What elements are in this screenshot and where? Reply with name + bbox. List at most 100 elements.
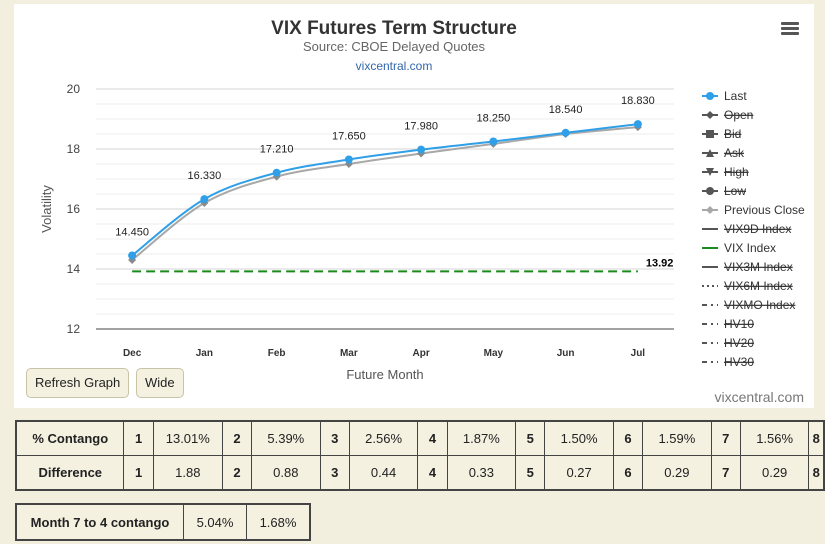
- data-label: 16.330: [188, 170, 222, 182]
- value-cell: 1.87%: [446, 420, 517, 456]
- month-number-cell: 5: [515, 455, 546, 491]
- legend-item[interactable]: Ask: [724, 146, 745, 160]
- value-cell: 1.50%: [544, 420, 614, 456]
- value-cell: 5.39%: [251, 420, 321, 456]
- chart-panel: VIX Futures Term Structure Source: CBOE …: [14, 4, 814, 408]
- x-tick-label: Jun: [557, 348, 575, 359]
- x-tick-label: Dec: [123, 348, 142, 359]
- contango-table: % Contango 1 13.01% 2 5.39% 3 2.56% 4 1.87% 5 1.50…: [15, 420, 825, 491]
- value-cell: 1.59%: [642, 420, 712, 456]
- month-contango-value: 1.68%: [246, 503, 311, 541]
- value-cell: 0.29: [739, 455, 810, 491]
- value-cell: 0.27: [544, 455, 614, 491]
- data-label: 18.830: [621, 95, 655, 107]
- data-label: 17.210: [260, 144, 294, 156]
- last-point: [489, 137, 498, 146]
- month-number-cell: 3: [319, 455, 350, 491]
- watermark: vixcentral.com: [714, 389, 804, 405]
- table-row: Difference 1 1.88 2 0.88 3 0.44 4 0.33 5 0.27 6 0.29…: [15, 455, 825, 491]
- wide-button[interactable]: Wide: [136, 368, 184, 398]
- legend-item[interactable]: HV20: [724, 336, 754, 350]
- table-row: Month 7 to 4 contango 5.04% 1.68%: [15, 503, 311, 541]
- row-header: % Contango: [15, 420, 125, 456]
- legend-marker: [706, 168, 714, 176]
- value-cell: 0.33: [446, 455, 517, 491]
- x-tick-label: May: [484, 348, 504, 359]
- refresh-graph-button[interactable]: Refresh Graph: [26, 368, 130, 398]
- legend-item[interactable]: VIX9D Index: [724, 222, 791, 236]
- y-axis-title: Volatility: [39, 185, 54, 233]
- legend-item[interactable]: Last: [724, 89, 747, 103]
- value-cell: 2.56%: [348, 420, 419, 456]
- legend-item[interactable]: Previous Close: [724, 203, 805, 217]
- month-number-cell: 4: [417, 455, 448, 491]
- table-row: % Contango 1 13.01% 2 5.39% 3 2.56% 4 1.87% 5 1.50…: [15, 420, 825, 456]
- x-tick-label: Jan: [196, 348, 213, 359]
- legend-item[interactable]: HV10: [724, 317, 754, 331]
- chart-plot: 12 14 16 18 20 Dec Jan Feb Mar Apr May Jun Jul Future…: [39, 82, 805, 382]
- month-number-cell: 8: [808, 455, 825, 491]
- legend-marker: [706, 206, 714, 214]
- legend-item[interactable]: HV30: [724, 355, 754, 369]
- month-number-cell: 1: [123, 420, 154, 456]
- value-cell: 1.56%: [739, 420, 810, 456]
- month-number-cell: 6: [612, 455, 644, 491]
- chart-subtitle: Source: CBOE Delayed Quotes: [302, 39, 486, 54]
- data-label: 17.980: [404, 121, 438, 133]
- last-line: [131, 123, 638, 257]
- data-label: 14.450: [115, 227, 149, 239]
- data-label: 18.250: [477, 113, 511, 125]
- legend-marker: [706, 149, 714, 157]
- last-point: [561, 128, 570, 137]
- legend-item[interactable]: VIX3M Index: [724, 260, 793, 274]
- site-link[interactable]: vixcentral.com: [355, 59, 433, 73]
- x-axis-title: Future Month: [346, 367, 423, 382]
- value-cell: 13.01%: [152, 420, 223, 456]
- month-contango-value: 5.04%: [183, 503, 247, 541]
- value-cell: 0.44: [348, 455, 419, 491]
- vix-index-label: 13.92: [646, 257, 674, 269]
- legend-item[interactable]: Low: [724, 184, 746, 198]
- last-point: [344, 155, 353, 164]
- month-number-cell: 6: [612, 420, 644, 456]
- last-point: [200, 195, 209, 204]
- month-number-cell: 7: [710, 455, 741, 491]
- value-cell: 1.88: [152, 455, 223, 491]
- legend-marker: [706, 130, 714, 138]
- legend-item[interactable]: VIX6M Index: [724, 279, 793, 293]
- legend-item[interactable]: VIXMO Index: [724, 298, 795, 312]
- month-contango-table: Month 7 to 4 contango 5.04% 1.68%: [15, 503, 311, 541]
- x-tick-label: Apr: [413, 348, 430, 359]
- chart-title: VIX Futures Term Structure: [271, 18, 517, 39]
- legend-item[interactable]: High: [724, 165, 749, 179]
- y-tick-label: 14: [67, 262, 81, 276]
- month-contango-label: Month 7 to 4 contango: [15, 503, 184, 541]
- data-label: 17.650: [332, 131, 366, 143]
- value-cell: 0.29: [642, 455, 712, 491]
- legend-marker: [706, 111, 714, 119]
- legend-marker: [706, 92, 714, 100]
- legend-item[interactable]: Bid: [724, 127, 741, 141]
- month-number-cell: 8: [808, 420, 825, 456]
- y-tick-label: 20: [67, 82, 81, 96]
- hamburger-menu-icon[interactable]: [781, 22, 799, 36]
- month-number-cell: 2: [221, 420, 253, 456]
- month-number-cell: 2: [221, 455, 253, 491]
- y-tick-label: 16: [67, 202, 81, 216]
- legend-item[interactable]: VIX Index: [724, 241, 776, 255]
- x-tick-label: Feb: [268, 348, 286, 359]
- month-number-cell: 7: [710, 420, 741, 456]
- month-number-cell: 1: [123, 455, 154, 491]
- last-point: [128, 251, 137, 260]
- month-number-cell: 4: [417, 420, 448, 456]
- month-number-cell: 3: [319, 420, 350, 456]
- legend-item[interactable]: Open: [724, 108, 753, 122]
- y-tick-label: 12: [67, 322, 81, 336]
- data-label: 18.540: [549, 104, 583, 116]
- y-tick-label: 18: [67, 142, 81, 156]
- month-number-cell: 5: [515, 420, 546, 456]
- x-tick-label: Mar: [340, 348, 358, 359]
- last-point: [417, 145, 426, 154]
- x-tick-label: Jul: [631, 348, 646, 359]
- value-cell: 0.88: [251, 455, 321, 491]
